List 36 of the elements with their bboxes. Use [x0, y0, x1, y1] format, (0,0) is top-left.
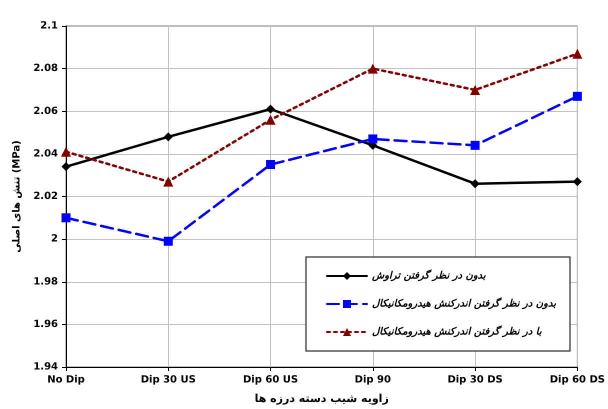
point	[368, 134, 378, 144]
point	[470, 140, 480, 150]
legend-label: بدون در نظر گرفتن اندرکنش هیدرومکانیکال	[372, 296, 556, 310]
point	[470, 84, 480, 95]
y-tick-label: 1.94	[33, 362, 58, 372]
y-tick-label: 2.04	[33, 148, 58, 160]
x-tick-label: Dip 60 DS	[550, 374, 606, 386]
y-axis-title: تنش های اصلی (MPa)	[12, 140, 22, 253]
point	[368, 64, 378, 74]
y-tick-label: 2.02	[33, 191, 58, 202]
y-tick-label: 2.1	[40, 20, 58, 32]
y-tick-label: 2.08	[33, 63, 58, 74]
point	[266, 114, 276, 125]
x-axis-title: زاویه شیب دسته درزه ها	[254, 392, 389, 405]
point	[470, 179, 480, 188]
point	[266, 104, 276, 114]
y-tick-label: 2.06	[33, 106, 58, 117]
legend-label: با در نظر گرفتن اندرکنش هیدرومکانیکال	[372, 324, 542, 338]
point	[164, 132, 173, 142]
x-tick-label: Dip 90	[354, 374, 391, 386]
legend-label: بدون در نظر گرفتن تراوش	[370, 268, 486, 282]
point	[62, 213, 70, 222]
point	[572, 48, 582, 59]
point	[62, 162, 70, 172]
y-tick-label: 1.96	[33, 318, 58, 330]
point	[163, 176, 174, 187]
point	[266, 160, 276, 170]
y-tick-label: 1.98	[33, 276, 58, 288]
point	[572, 92, 582, 101]
y-tick-label: 2	[51, 234, 58, 245]
point	[61, 146, 71, 157]
x-tick-label: Dip 30 DS	[447, 374, 503, 386]
x-tick-label: No Dip	[47, 374, 85, 386]
x-tick-label: Dip 30 US	[140, 374, 196, 386]
x-tick-label: Dip 60 US	[243, 374, 298, 386]
point	[164, 236, 173, 246]
